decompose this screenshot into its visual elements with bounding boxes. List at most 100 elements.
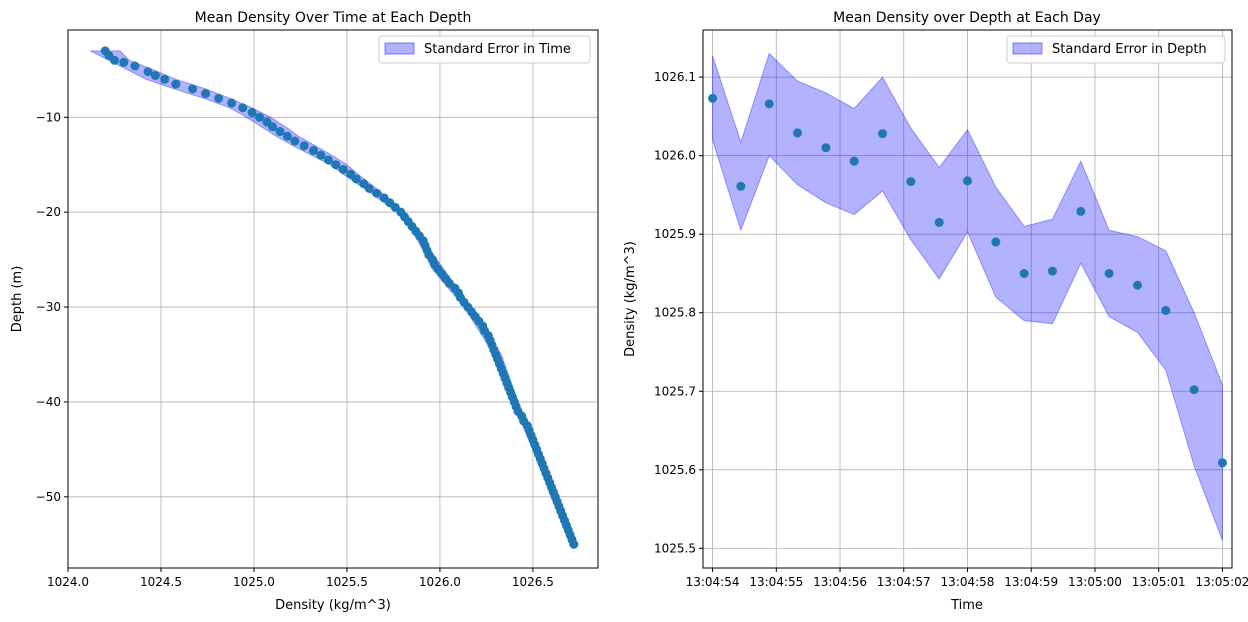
- left-x-ticks: 1024.0 1024.5 1025.0 1025.5 1026.0 1026.5: [47, 568, 554, 589]
- left-data-point: [160, 74, 170, 84]
- right-data-point: [849, 156, 859, 166]
- right-y-ticks: 1025.5 1025.6 1025.7 1025.8 1025.9 1026.0 1026…: [654, 70, 703, 555]
- right-data-point: [1076, 206, 1086, 216]
- left-x-tick-label: 1024.5: [140, 575, 182, 589]
- right-error-band-area: [712, 52, 1223, 541]
- left-x-tick-label: 1025.0: [233, 575, 275, 589]
- right-data-point: [991, 237, 1001, 247]
- right-x-tick-label: 13:05:01: [1132, 575, 1186, 589]
- right-data-point: [736, 181, 746, 191]
- right-y-tick-label: 1025.7: [654, 384, 696, 398]
- right-data-point: [1132, 280, 1142, 290]
- right-x-tick-label: 13:04:57: [877, 575, 931, 589]
- left-data-point: [351, 174, 361, 184]
- left-data-point: [323, 155, 333, 165]
- right-y-tick-label: 1026.1: [654, 70, 696, 84]
- left-data-point: [109, 55, 119, 65]
- left-x-axis-label: Density (kg/m^3): [275, 598, 391, 613]
- left-x-tick-label: 1025.5: [326, 575, 368, 589]
- left-y-tick-label: −30: [36, 300, 61, 314]
- left-data-point: [282, 131, 292, 141]
- right-data-point: [764, 99, 774, 109]
- left-y-tick-label: −40: [36, 395, 61, 409]
- left-data-point: [143, 67, 153, 77]
- right-gridlines: [703, 30, 1232, 568]
- left-data-point: [214, 93, 224, 103]
- left-legend-label: Standard Error in Time: [424, 42, 571, 57]
- left-plot-frame: [67, 29, 599, 569]
- right-error-band: [712, 52, 1223, 541]
- right-x-tick-label: 13:05:02: [1195, 575, 1248, 589]
- left-x-tick-label: 1024.0: [47, 575, 89, 589]
- right-data-point: [708, 93, 718, 103]
- left-legend-box: [378, 35, 591, 64]
- left-legend-swatch: [384, 42, 415, 55]
- right-data-point: [906, 177, 916, 187]
- right-data-point: [1217, 458, 1227, 468]
- left-data-point: [130, 61, 140, 71]
- left-data-point: [238, 103, 248, 113]
- right-legend-swatch: [1012, 42, 1043, 55]
- right-x-tick-label: 13:04:59: [1004, 575, 1058, 589]
- left-error-band: [90, 50, 577, 545]
- right-y-tick-label: 1026.0: [654, 149, 696, 163]
- right-x-tick-label: 13:04:58: [941, 575, 995, 589]
- right-x-tick-label: 13:05:00: [1068, 575, 1122, 589]
- right-legend-label: Standard Error in Depth: [1052, 42, 1207, 57]
- left-data-point: [372, 188, 382, 198]
- left-y-axis-label: Depth (m): [10, 266, 25, 333]
- left-data-point: [338, 164, 348, 174]
- right-y-tick-label: 1025.5: [654, 541, 696, 555]
- left-data-point: [569, 539, 579, 549]
- right-data-point: [1161, 305, 1171, 315]
- left-data-point: [150, 71, 160, 81]
- left-x-tick-label: 1026.0: [419, 575, 461, 589]
- left-data-point: [255, 112, 265, 122]
- left-data-point: [201, 89, 211, 99]
- chart-right-title: Mean Density over Depth at Each Day: [833, 10, 1101, 26]
- right-data-point: [793, 128, 803, 138]
- left-gridlines: [67, 30, 598, 568]
- left-y-tick-label: −20: [36, 205, 61, 219]
- right-data-point: [1019, 268, 1029, 278]
- left-y-tick-label: −50: [36, 490, 61, 504]
- right-y-tick-label: 1025.9: [654, 227, 696, 241]
- left-data-point: [227, 98, 237, 108]
- left-error-band-area: [90, 50, 577, 545]
- left-data-point: [171, 79, 181, 89]
- right-data-point: [821, 143, 831, 153]
- chart-right: Mean Density over Depth at Each Day 13:0…: [623, 10, 1248, 613]
- left-y-tick-label: −10: [36, 110, 61, 124]
- right-data-point: [1047, 266, 1057, 276]
- left-data-point: [299, 141, 309, 151]
- right-data-point: [878, 129, 888, 139]
- right-x-tick-label: 13:04:54: [686, 575, 740, 589]
- left-data-point: [119, 57, 129, 67]
- left-data-point: [275, 127, 285, 137]
- right-data-points: [708, 93, 1227, 468]
- chart-left: Mean Density Over Time at Each Depth 102…: [10, 10, 599, 613]
- right-legend-box: [1006, 35, 1226, 64]
- right-y-tick-label: 1025.8: [654, 306, 696, 320]
- right-y-axis-label: Density (kg/m^3): [623, 241, 638, 357]
- left-data-points: [100, 46, 579, 549]
- left-data-point: [247, 108, 257, 118]
- left-x-tick-label: 1026.5: [512, 575, 554, 589]
- left-data-point: [308, 146, 318, 156]
- left-legend: Standard Error in Time: [378, 35, 591, 64]
- right-data-point: [934, 217, 944, 227]
- left-data-point: [316, 150, 326, 160]
- left-data-point: [290, 136, 300, 146]
- left-y-ticks: −10 −20 −30 −40 −50: [36, 110, 68, 504]
- chart-left-title: Mean Density Over Time at Each Depth: [195, 10, 472, 26]
- right-y-tick-label: 1025.6: [654, 463, 696, 477]
- right-data-point: [1189, 385, 1199, 395]
- right-data-point: [1104, 268, 1114, 278]
- right-legend: Standard Error in Depth: [1006, 35, 1226, 64]
- right-x-tick-label: 13:04:56: [813, 575, 867, 589]
- left-data-point: [268, 122, 278, 132]
- left-data-point: [331, 160, 341, 170]
- right-x-axis-label: Time: [950, 598, 983, 613]
- right-x-ticks: 13:04:54 13:04:55 13:04:56 13:04:57 13:04:58…: [686, 568, 1248, 589]
